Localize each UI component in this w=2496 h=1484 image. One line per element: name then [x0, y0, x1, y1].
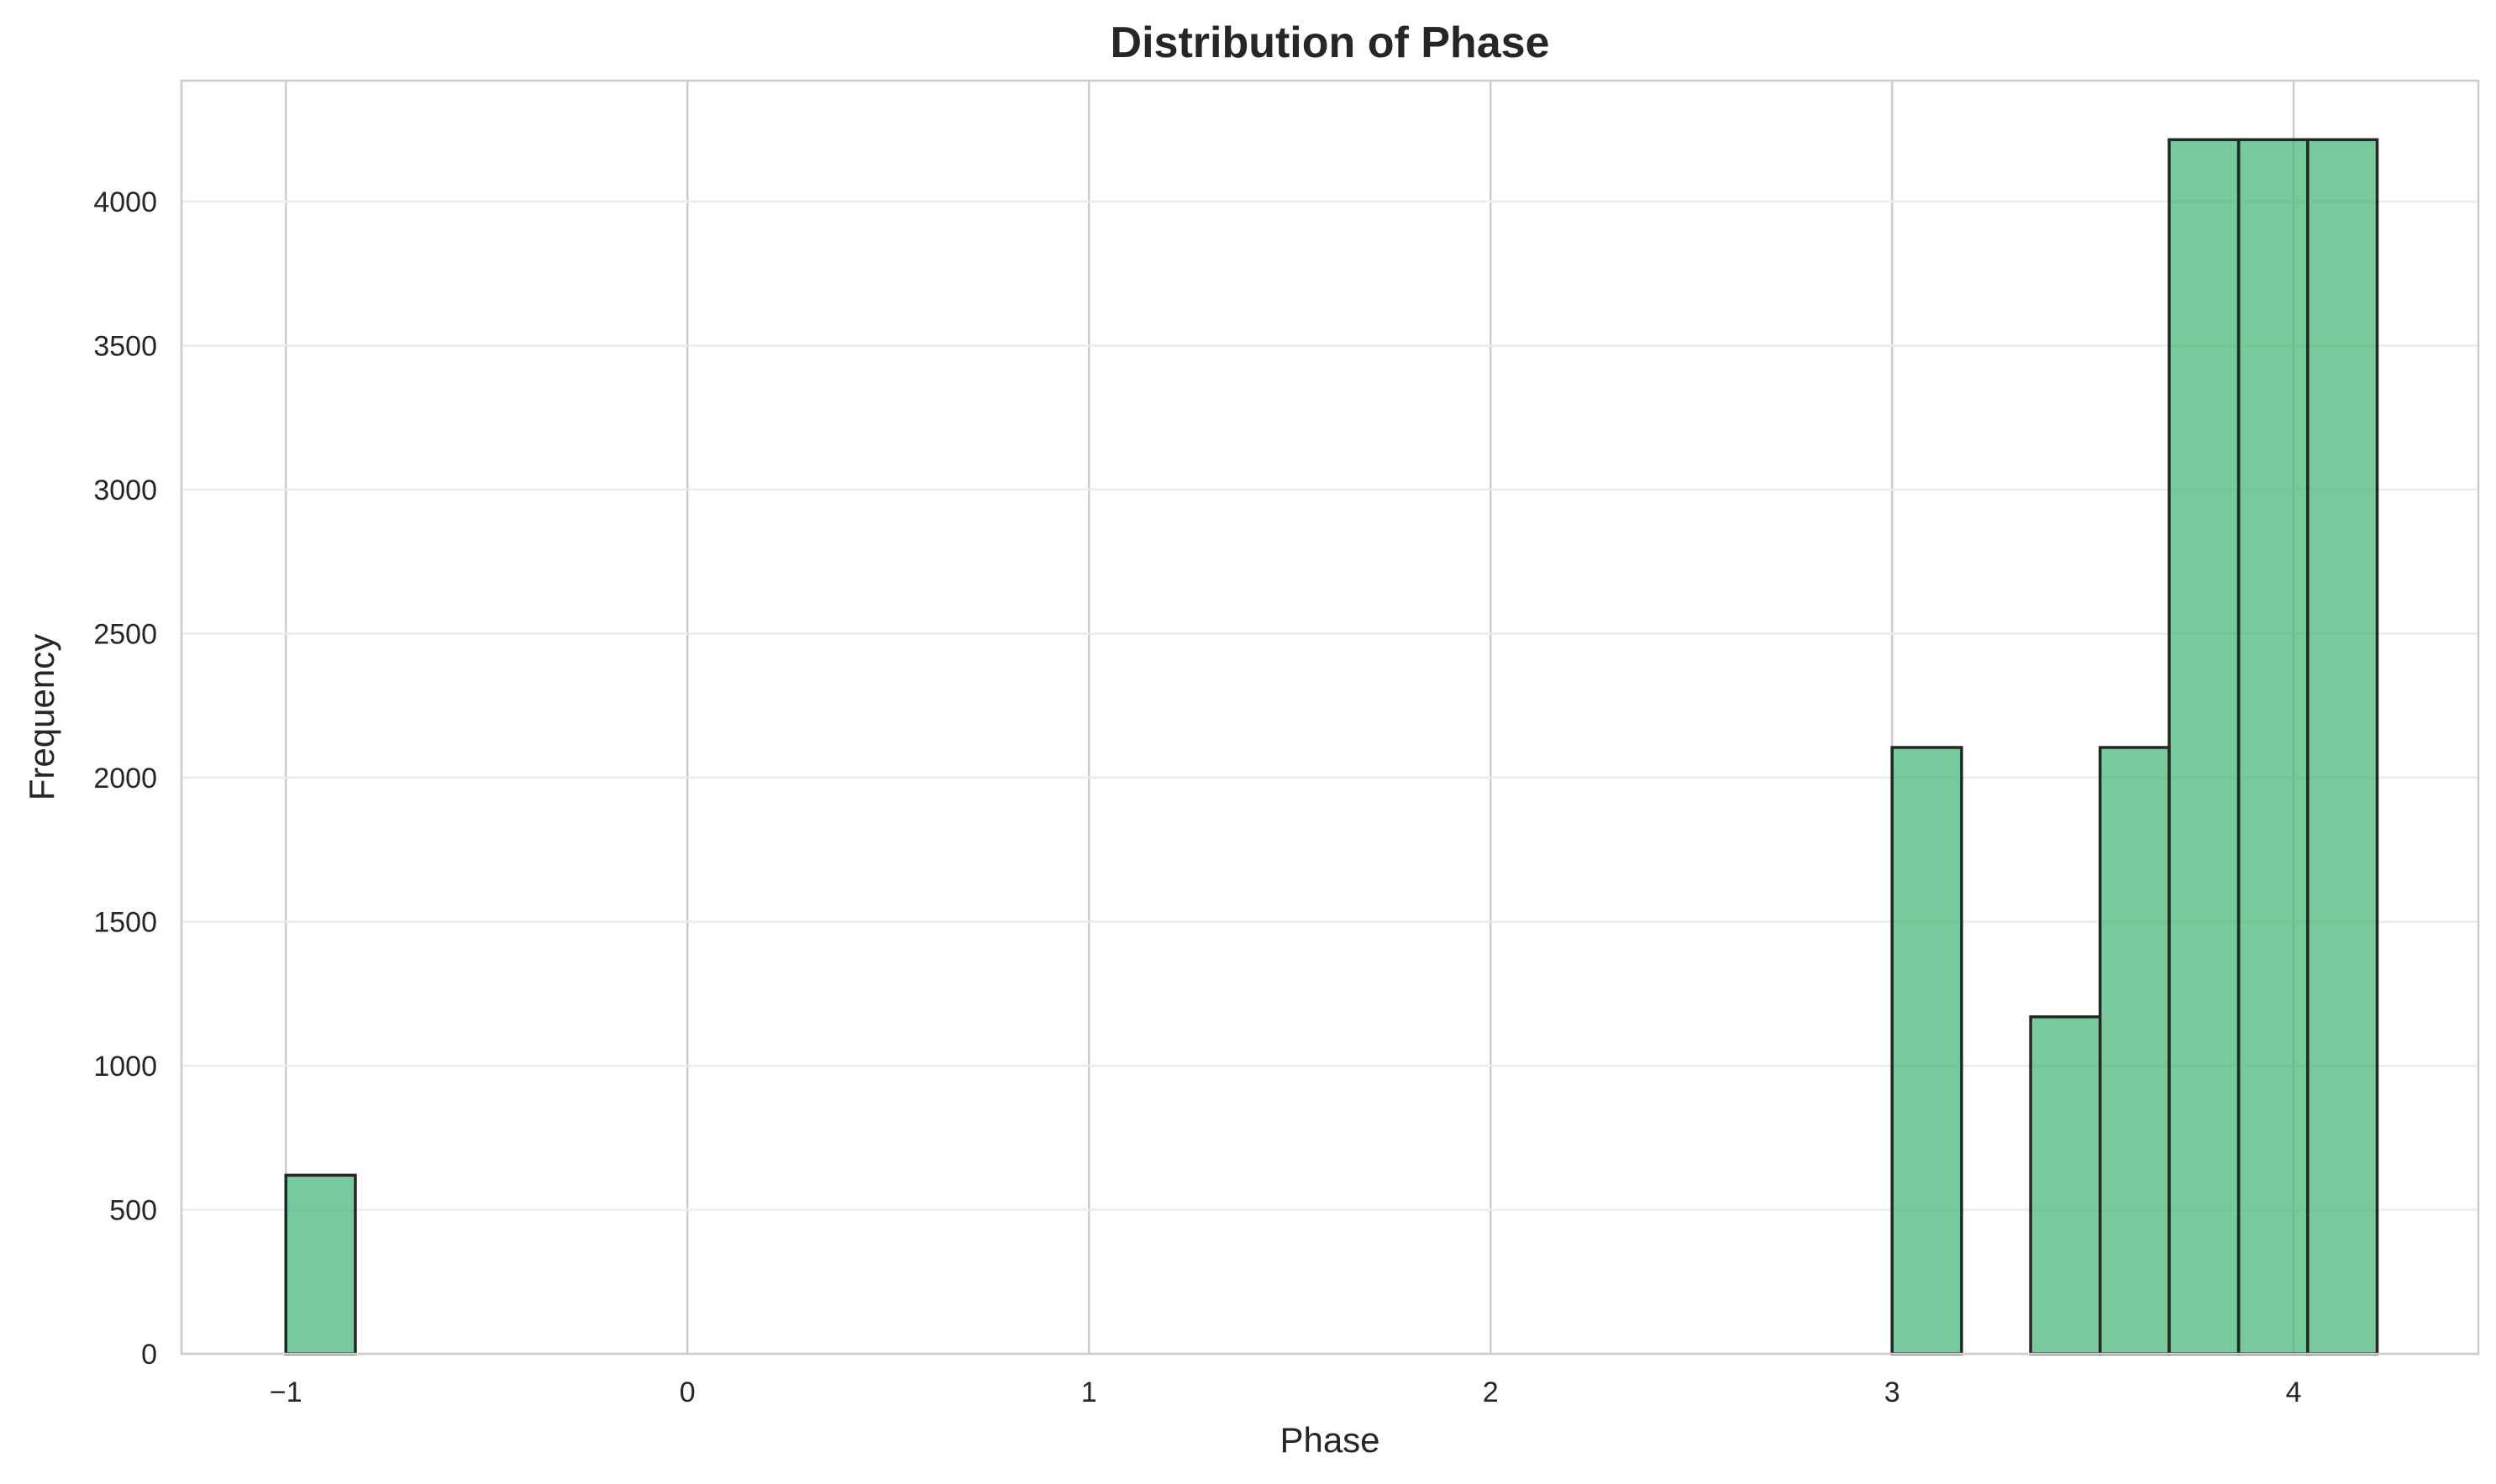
histogram-bar: [2099, 746, 2171, 1356]
plot-area: [180, 79, 2480, 1356]
histogram-bar: [2029, 1015, 2102, 1356]
x-tick-label: 4: [2286, 1377, 2302, 1408]
y-tick-label: 2500: [93, 619, 157, 651]
y-tick-label: 4000: [93, 186, 157, 218]
x-tick-label: 1: [1081, 1377, 1097, 1408]
x-axis-title: Phase: [1280, 1420, 1379, 1460]
x-tick-labels: −1 0 1 2 3 4: [270, 1377, 2302, 1408]
x-tick-label: 3: [1884, 1377, 1900, 1408]
y-tick-label: 2000: [93, 763, 157, 794]
plot-frame: [180, 79, 2480, 1356]
x-tick-label: 2: [1483, 1377, 1499, 1408]
histogram-bar: [2168, 138, 2241, 1356]
y-tick-label: 1500: [93, 907, 157, 939]
x-tick-label: 0: [680, 1377, 696, 1408]
chart-title: Distribution of Phase: [1111, 18, 1550, 67]
histogram-bar: [284, 1173, 357, 1356]
y-tick-label: 500: [109, 1195, 157, 1227]
x-tick-label: −1: [270, 1377, 302, 1408]
histogram-bar: [2306, 138, 2379, 1356]
y-tick-label: 0: [141, 1339, 157, 1371]
histogram-bar: [2236, 138, 2309, 1356]
y-tick-labels: 0 500 1000 1500 2000 2500 3000 3500 4000: [93, 186, 157, 1371]
y-tick-label: 1000: [93, 1051, 157, 1083]
y-tick-label: 3500: [93, 331, 157, 363]
histogram-bars: [284, 138, 2379, 1356]
y-tick-label: 3000: [93, 475, 157, 506]
y-axis-title: Frequency: [22, 634, 61, 800]
histogram-bar: [1890, 746, 1963, 1356]
